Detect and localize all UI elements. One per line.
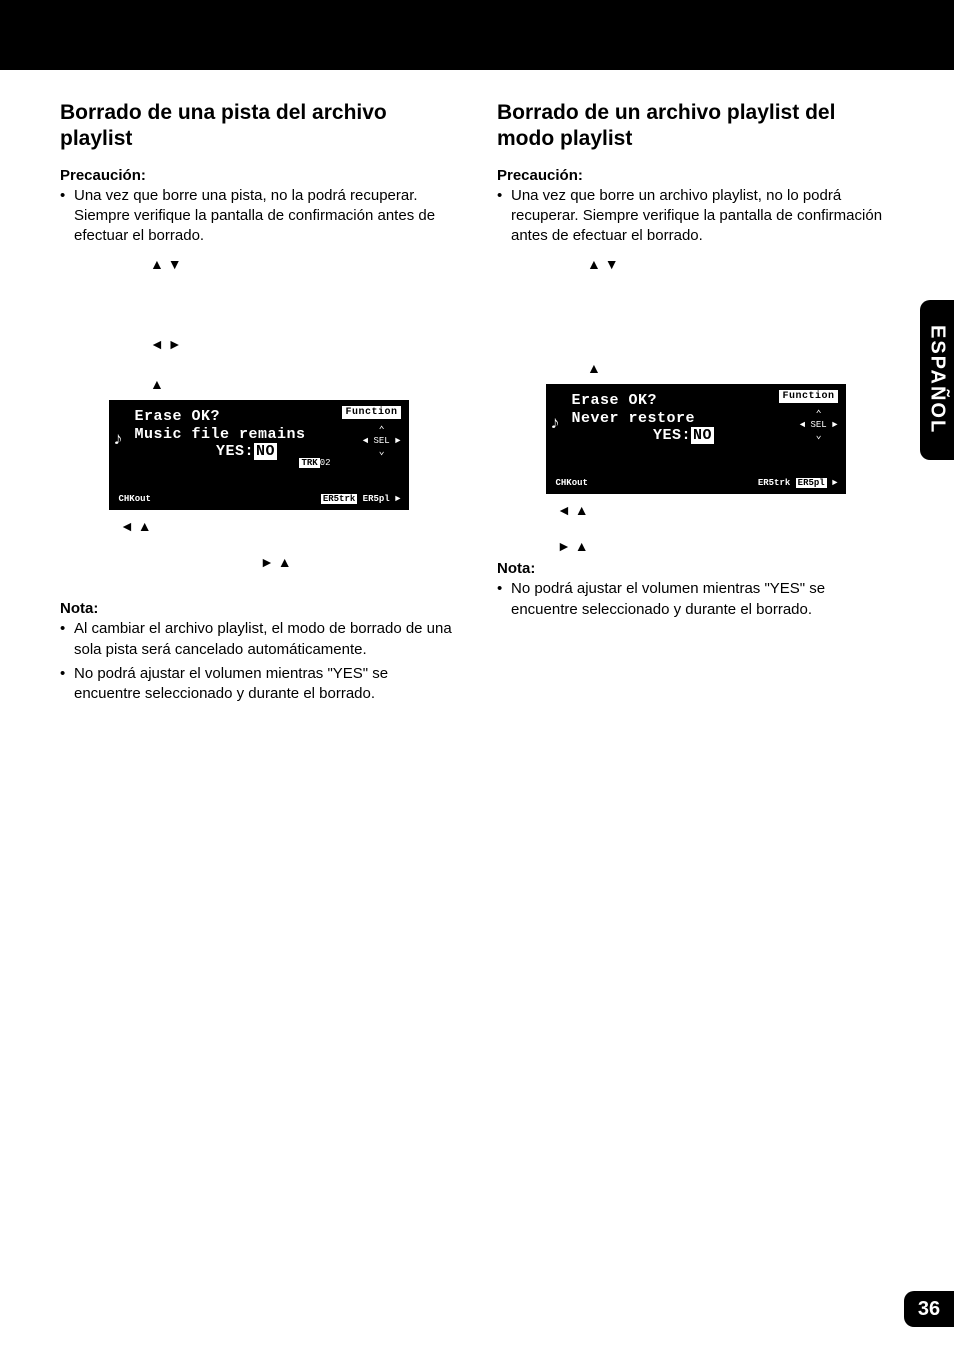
left-nota1: Al cambiar el archivo playlist, el modo … <box>60 619 457 660</box>
down-arrow-icon: ⌄ <box>800 431 838 442</box>
right-nota-label: Nota: <box>497 560 894 577</box>
note-icon: ♪ <box>550 414 561 434</box>
left-triangles-3: ▲ <box>150 376 457 392</box>
lcd-chk: CHKout <box>119 494 151 504</box>
right-precaucion-label: Precaución: <box>497 167 894 184</box>
down-arrow-icon: ⌄ <box>363 447 401 458</box>
right-step2: ► ▲ <box>557 538 894 554</box>
left-precaucion-label: Precaución: <box>60 167 457 184</box>
lcd-sel-group: ⌃ ◄ SEL ► ⌄ <box>363 426 401 458</box>
lcd2-yes: YES: <box>653 427 691 444</box>
lcd2-sel-group: ⌃ ◄ SEL ► ⌄ <box>800 410 838 442</box>
language-side-tab: ESPAÑOL <box>920 300 954 460</box>
lcd2-bottom-right: ER5trk ER5pl ► <box>758 478 838 488</box>
left-lcd-screen: ♪ Erase OK? Music file remains YES:NO Fu… <box>109 400 409 510</box>
lcd2-sel: ◄ SEL ► <box>800 421 838 431</box>
lcd-line2: Music file remains <box>135 426 399 443</box>
lcd-bottom-right: ER5trk ER5pl ► <box>321 494 401 504</box>
lcd-yes: YES: <box>216 443 254 460</box>
left-triangles-1: ▲ ▼ <box>150 256 457 272</box>
page-number: 36 <box>904 1291 954 1327</box>
lcd-trk: TRK02 <box>299 458 330 468</box>
right-triangles-1: ▲ ▼ <box>587 256 894 272</box>
content-area: Borrado de una pista del archivo playlis… <box>0 70 954 708</box>
left-nota2: No podrá ajustar el volumen mientras "YE… <box>60 664 457 705</box>
left-nota-label: Nota: <box>60 600 457 617</box>
right-step1: ◄ ▲ <box>557 502 894 518</box>
lcd2-no: NO <box>691 427 714 444</box>
right-nota1: No podrá ajustar el volumen mientras "YE… <box>497 579 894 620</box>
note-icon: ♪ <box>113 430 124 450</box>
right-heading: Borrado de un archivo playlist del modo … <box>497 100 894 153</box>
top-black-bar <box>0 0 954 70</box>
left-heading: Borrado de una pista del archivo playlis… <box>60 100 457 153</box>
lcd2-chk: CHKout <box>556 478 588 488</box>
right-lcd-screen: ♪ Erase OK? Never restore YES:NO Functio… <box>546 384 846 494</box>
lcd-function-label: Function <box>342 406 400 419</box>
lcd2-line2: Never restore <box>572 410 836 427</box>
lcd2-function-label: Function <box>779 390 837 403</box>
lcd-no: NO <box>254 443 277 460</box>
side-tab-text: ESPAÑOL <box>926 325 949 434</box>
lcd-sel: ◄ SEL ► <box>363 437 401 447</box>
left-precaucion-text: Una vez que borre una pista, no la podrá… <box>60 186 457 247</box>
right-triangles-2: ▲ <box>587 360 894 376</box>
left-column: Borrado de una pista del archivo playlis… <box>60 100 457 708</box>
right-precaucion-text: Una vez que borre un archivo playlist, n… <box>497 186 894 247</box>
right-column: Borrado de un archivo playlist del modo … <box>497 100 894 708</box>
left-triangles-2: ◄ ► <box>150 336 457 352</box>
left-step2: ► ▲ <box>260 554 457 570</box>
left-step1: ◄ ▲ <box>120 518 457 534</box>
